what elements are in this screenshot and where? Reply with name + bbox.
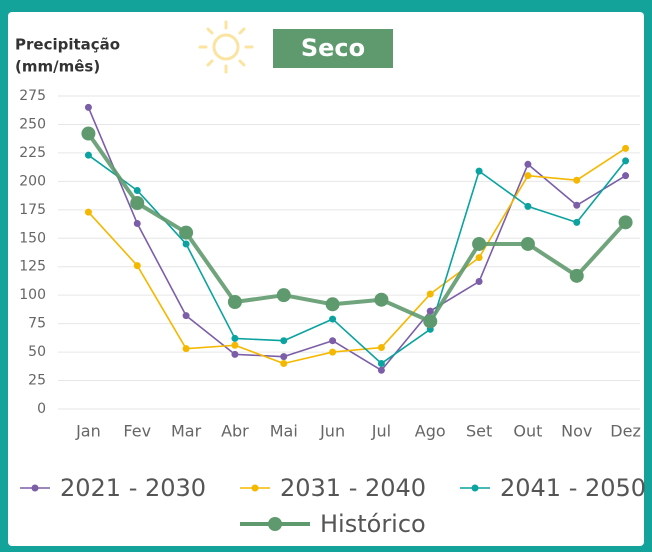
y-tick-label: 25 — [28, 373, 46, 389]
data-point — [276, 288, 291, 303]
x-tick-label: Out — [513, 422, 542, 441]
data-point — [472, 236, 487, 251]
x-tick-label: Mar — [171, 422, 202, 441]
panel — [8, 12, 644, 546]
data-point — [179, 225, 194, 240]
y-tick-label: 225 — [19, 145, 46, 161]
y-tick-label: 125 — [19, 259, 46, 275]
data-point — [182, 312, 190, 320]
series-line — [86, 132, 628, 324]
legend-marker — [251, 484, 259, 492]
data-point — [329, 337, 337, 345]
data-point — [569, 268, 584, 283]
data-point — [377, 344, 385, 352]
x-tick-label: Jul — [371, 422, 391, 441]
badge-label: Seco — [301, 34, 365, 62]
data-point — [84, 208, 92, 216]
data-point — [475, 254, 483, 262]
legend-label: 2031 - 2040 — [280, 474, 426, 502]
y-tick-label: 0 — [37, 401, 46, 417]
y-tick-label: 250 — [19, 116, 46, 132]
data-point — [231, 350, 239, 358]
data-point — [231, 341, 239, 349]
y-axis-label: (mm/mês) — [15, 58, 100, 76]
x-tick-label: Fev — [123, 422, 151, 441]
data-point — [573, 176, 581, 184]
x-tick-label: Abr — [221, 422, 249, 441]
legend-label: 2021 - 2030 — [60, 474, 206, 502]
data-point — [524, 202, 532, 210]
data-point — [133, 262, 141, 270]
data-point — [231, 334, 239, 342]
x-tick-label: Dez — [610, 422, 641, 441]
data-point — [280, 337, 288, 345]
data-point — [84, 151, 92, 159]
data-point — [622, 157, 630, 165]
data-point — [133, 219, 141, 227]
data-point — [182, 345, 190, 353]
data-point — [520, 236, 535, 251]
data-point — [133, 186, 141, 194]
data-point — [475, 167, 483, 175]
data-point — [377, 359, 385, 367]
y-tick-label: 200 — [19, 173, 46, 189]
y-tick-label: 275 — [19, 88, 46, 104]
x-tick-label: Mai — [270, 422, 298, 441]
series-line — [87, 154, 627, 365]
legend-marker — [471, 484, 479, 492]
data-point — [622, 144, 630, 152]
data-point — [329, 315, 337, 323]
y-axis-label: Precipitação — [15, 36, 120, 54]
data-point — [325, 297, 340, 312]
data-point — [524, 160, 532, 168]
data-point — [573, 218, 581, 226]
series-line — [87, 107, 626, 372]
data-point — [81, 126, 96, 141]
x-tick-label: Jun — [319, 422, 345, 441]
badge — [273, 29, 393, 68]
sun-icon — [198, 20, 254, 74]
y-tick-label: 175 — [19, 202, 46, 218]
data-point — [377, 366, 385, 374]
series-line — [87, 147, 627, 365]
data-point — [227, 295, 242, 310]
data-point — [84, 103, 92, 111]
data-point — [618, 215, 633, 230]
data-point — [423, 314, 438, 329]
x-tick-label: Set — [466, 422, 492, 441]
data-point — [524, 172, 532, 180]
x-tick-label: Ago — [415, 422, 446, 441]
data-point — [475, 278, 483, 286]
y-tick-label: 100 — [19, 287, 46, 303]
x-tick-label: Jan — [75, 422, 101, 441]
legend-label: Histórico — [320, 510, 426, 538]
y-tick-label: 75 — [28, 316, 46, 332]
data-point — [374, 292, 389, 307]
y-tick-label: 150 — [19, 230, 46, 246]
data-point — [426, 307, 434, 315]
data-point — [426, 290, 434, 298]
legend-marker — [31, 484, 39, 492]
y-tick-label: 50 — [28, 344, 46, 360]
x-tick-label: Nov — [561, 422, 592, 441]
legend-label: 2041 - 2050 — [500, 474, 646, 502]
legend-marker — [268, 517, 282, 531]
data-point — [622, 172, 630, 180]
data-point — [130, 195, 145, 210]
data-point — [573, 201, 581, 209]
data-point — [280, 359, 288, 367]
data-point — [182, 240, 190, 248]
data-point — [280, 353, 288, 361]
data-point — [329, 348, 337, 356]
